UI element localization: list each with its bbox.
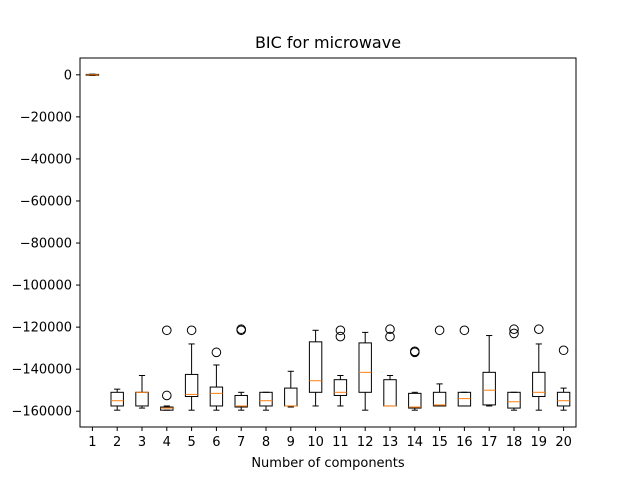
y-tick-label: 0 [64, 68, 72, 83]
box-group [110, 388, 124, 411]
box [333, 379, 348, 396]
x-tick-label: 9 [287, 435, 295, 450]
box-group [184, 325, 199, 411]
box-group [432, 325, 447, 407]
outlier-point [211, 347, 222, 358]
x-tick-label: 14 [407, 435, 424, 450]
outlier-point [509, 324, 519, 335]
box-group [135, 374, 149, 409]
x-tick-label: 10 [307, 435, 324, 450]
box [556, 391, 571, 407]
outlier-point [385, 331, 395, 342]
x-tick-label: 8 [262, 435, 270, 450]
box-group [457, 325, 472, 407]
box-group [234, 324, 248, 411]
box-group [383, 324, 397, 407]
box-group [532, 324, 546, 411]
box [408, 392, 422, 409]
outlier-point [186, 325, 197, 336]
box [457, 391, 472, 407]
box [259, 391, 273, 407]
box-group [259, 391, 273, 411]
box [532, 371, 546, 398]
x-tick-label: 20 [555, 435, 572, 450]
y-tick-label: −160000 [11, 405, 72, 420]
box-group [308, 329, 323, 407]
outlier-point [335, 331, 346, 342]
x-tick-label: 4 [163, 435, 171, 450]
x-tick-label: 11 [332, 435, 349, 450]
outlier-point [434, 325, 445, 336]
outlier-point [385, 324, 395, 335]
x-tick-label: 7 [237, 435, 245, 450]
outlier-point [459, 325, 470, 336]
x-tick-label: 17 [481, 435, 498, 450]
outlier-point [162, 325, 172, 336]
outlier-point [410, 347, 420, 358]
x-tick-label: 16 [456, 435, 473, 450]
box-group [284, 370, 298, 408]
x-axis: 1 2 3 4 5 6 7 8 9 10 11 12 13 14 15 16 17 18 19 20 [88, 427, 572, 450]
box [184, 373, 199, 398]
y-tick-label: −60000 [20, 194, 72, 209]
box-group [358, 331, 372, 411]
box [358, 342, 372, 393]
box-group [209, 347, 224, 411]
x-axis-label: Number of components [251, 456, 405, 471]
outlier-point [509, 328, 519, 339]
outlier-point [162, 390, 172, 401]
box [160, 406, 174, 411]
outlier-point [335, 325, 346, 336]
x-tick-label: 18 [506, 435, 523, 450]
x-tick-label: 6 [212, 435, 220, 450]
box-group [333, 325, 348, 407]
box-group [556, 345, 571, 411]
box-group [482, 335, 496, 407]
box-group [507, 324, 521, 411]
axes-frame [79, 57, 577, 428]
box-group [408, 346, 422, 411]
plot-area [85, 73, 571, 411]
y-tick-label: −20000 [20, 110, 72, 125]
box-group [85, 73, 100, 76]
outlier-point [236, 325, 246, 336]
x-tick-label: 15 [431, 435, 448, 450]
outlier-point [534, 324, 544, 335]
box-group [160, 325, 174, 411]
y-tick-label: −140000 [11, 363, 72, 378]
box [284, 387, 298, 407]
x-tick-label: 5 [187, 435, 195, 450]
x-tick-label: 13 [382, 435, 399, 450]
x-tick-label: 2 [113, 435, 121, 450]
outlier-point [558, 345, 569, 356]
y-tick-label: −40000 [20, 152, 72, 167]
box [432, 391, 447, 407]
box [209, 386, 224, 407]
x-tick-label: 12 [357, 435, 374, 450]
box [234, 394, 248, 408]
x-tick-label: 19 [531, 435, 548, 450]
y-tick-label: −80000 [20, 237, 72, 252]
box [482, 371, 496, 406]
y-axis: 0 −20000 −40000 −60000 −80000 −100000 −120000 −… [11, 68, 80, 420]
box [383, 379, 397, 407]
box [110, 391, 124, 407]
box [308, 341, 323, 393]
x-tick-label: 3 [138, 435, 146, 450]
y-tick-label: −120000 [11, 321, 72, 336]
y-tick-label: −100000 [11, 279, 72, 294]
x-tick-label: 1 [88, 435, 96, 450]
box [135, 391, 149, 407]
chart-title: BIC for microwave [255, 33, 401, 52]
box [507, 391, 521, 409]
